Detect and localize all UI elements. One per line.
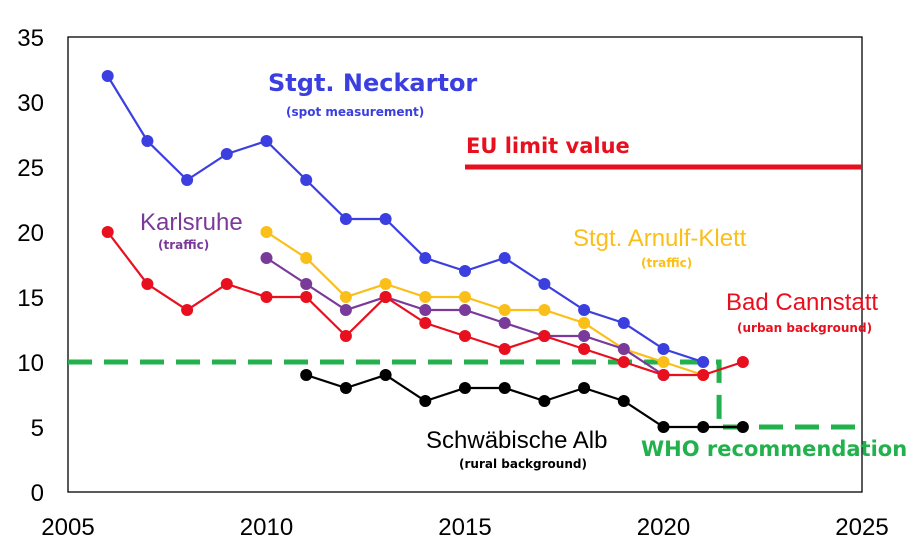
data-point-arnulf	[657, 356, 670, 368]
data-point-alb	[736, 421, 749, 433]
data-point-alb	[459, 382, 471, 394]
data-point-arnulf	[260, 226, 273, 238]
data-point-cannstatt	[260, 291, 273, 303]
label-cannstatt: Bad Cannstatt	[726, 289, 878, 316]
sublabel-neckartor: (spot measurement)	[286, 105, 424, 119]
data-point-neckartor	[181, 174, 194, 186]
y-tick-label: 10	[17, 350, 44, 377]
label-alb: Schwäbische Alb	[426, 427, 607, 454]
data-point-alb	[419, 395, 432, 407]
data-point-karlsruhe	[260, 252, 273, 264]
data-point-neckartor	[459, 265, 471, 277]
data-point-neckartor	[141, 135, 154, 147]
y-tick-label: 15	[17, 285, 44, 312]
who-recommendation-line	[68, 359, 862, 430]
data-point-karlsruhe	[300, 278, 313, 290]
data-point-neckartor	[300, 174, 313, 186]
data-point-arnulf	[379, 278, 392, 290]
data-point-alb	[578, 382, 591, 394]
data-point-cannstatt	[141, 278, 154, 290]
data-point-neckartor	[578, 304, 591, 316]
data-point-arnulf	[578, 317, 591, 329]
data-point-alb	[657, 421, 670, 433]
data-point-neckartor	[419, 252, 432, 264]
data-point-cannstatt	[697, 369, 710, 381]
label-karlsruhe: Karlsruhe	[140, 209, 243, 236]
data-point-cannstatt	[339, 330, 352, 342]
data-point-neckartor	[538, 278, 551, 290]
data-point-cannstatt	[459, 330, 471, 342]
data-point-alb	[379, 369, 392, 381]
label-who: WHO recommendation	[641, 437, 907, 461]
x-tick-label: 2020	[637, 514, 690, 541]
data-point-alb	[498, 382, 511, 394]
data-point-karlsruhe	[339, 304, 352, 316]
data-point-neckartor	[657, 343, 670, 355]
x-tick-label: 2015	[438, 514, 491, 541]
data-point-alb	[617, 395, 630, 407]
label-eu-limit: EU limit value	[466, 134, 630, 158]
data-point-cannstatt	[736, 356, 749, 368]
data-point-karlsruhe	[419, 304, 432, 316]
data-point-neckartor	[339, 213, 352, 225]
data-point-karlsruhe	[498, 317, 511, 329]
data-point-alb	[538, 395, 551, 407]
data-point-arnulf	[459, 291, 471, 303]
x-tick-label: 2005	[41, 514, 94, 541]
x-tick-label: 2010	[240, 514, 293, 541]
y-tick-label: 35	[17, 25, 44, 52]
data-point-alb	[300, 369, 313, 381]
data-point-neckartor	[697, 356, 710, 368]
series-line-arnulf	[265, 231, 704, 377]
sublabel-alb: (rural background)	[459, 457, 587, 471]
data-point-arnulf	[300, 252, 313, 264]
data-point-alb	[339, 382, 352, 394]
y-tick-label: 0	[31, 480, 44, 507]
data-point-neckartor	[101, 70, 114, 82]
data-point-cannstatt	[498, 343, 511, 355]
y-tick-label: 30	[17, 90, 44, 117]
data-point-arnulf	[538, 304, 551, 316]
data-point-cannstatt	[379, 291, 392, 303]
series-cannstatt	[101, 226, 749, 381]
data-point-cannstatt	[300, 291, 313, 303]
series-alb	[300, 369, 749, 433]
sublabel-arnulf: (traffic)	[641, 256, 692, 270]
data-point-cannstatt	[538, 330, 551, 342]
data-point-arnulf	[419, 291, 432, 303]
series-line-alb	[305, 373, 743, 429]
data-point-neckartor	[220, 148, 233, 160]
data-point-neckartor	[260, 135, 273, 147]
x-tick-label: 2025	[835, 514, 888, 541]
series-neckartor	[101, 70, 710, 368]
data-point-cannstatt	[220, 278, 233, 290]
data-point-neckartor	[617, 317, 630, 329]
data-point-karlsruhe	[459, 304, 471, 316]
sublabel-cannstatt: (urban background)	[737, 321, 872, 335]
data-point-cannstatt	[181, 304, 194, 316]
data-point-neckartor	[498, 252, 511, 264]
label-arnulf: Stgt. Arnulf-Klett	[573, 225, 747, 252]
data-point-karlsruhe	[617, 343, 630, 355]
data-point-cannstatt	[419, 317, 432, 329]
data-point-alb	[697, 421, 710, 433]
series-line-neckartor	[106, 75, 704, 364]
data-point-arnulf	[339, 291, 352, 303]
plot-area	[67, 36, 863, 493]
sublabel-karlsruhe: (traffic)	[158, 238, 209, 252]
data-point-cannstatt	[617, 356, 630, 368]
data-point-cannstatt	[101, 226, 114, 238]
data-point-cannstatt	[657, 369, 670, 381]
data-point-neckartor	[379, 213, 392, 225]
y-tick-label: 5	[31, 415, 44, 442]
data-point-arnulf	[498, 304, 511, 316]
data-point-karlsruhe	[578, 330, 591, 342]
data-point-cannstatt	[578, 343, 591, 355]
y-tick-label: 20	[17, 220, 44, 247]
y-tick-label: 25	[17, 155, 44, 182]
label-neckartor: Stgt. Neckartor	[268, 69, 477, 97]
